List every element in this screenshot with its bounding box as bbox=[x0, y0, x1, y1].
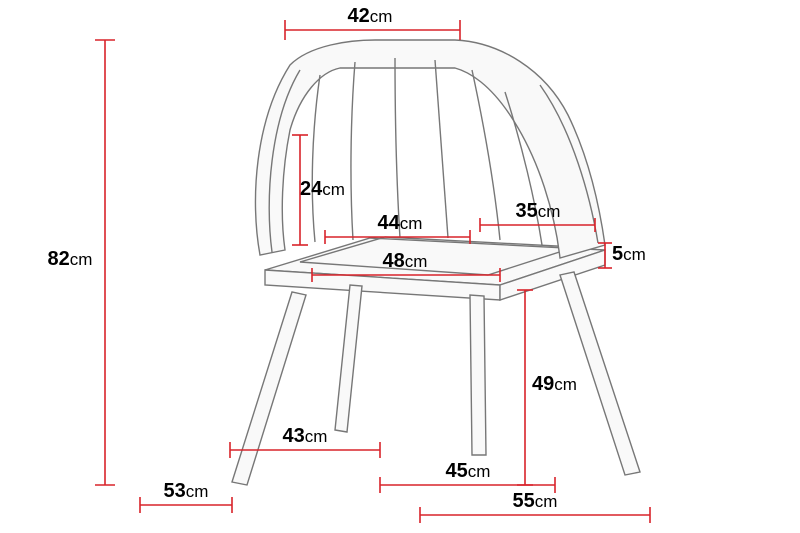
dim-depth_overall: 53cm bbox=[140, 480, 232, 513]
dim-label-leg_height: 49cm bbox=[532, 373, 577, 395]
dim-label-seat_inner_depth: 44cm bbox=[378, 212, 423, 234]
dim-leg_height: 49cm bbox=[517, 290, 577, 485]
dim-label-depth_overall: 53cm bbox=[164, 480, 209, 502]
dim-label-total_height: 82cm bbox=[48, 248, 93, 270]
dim-seat_thickness: 5cm bbox=[598, 243, 646, 268]
dim-label-seat_thickness: 5cm bbox=[612, 243, 646, 265]
dim-top_width: 42cm bbox=[285, 5, 460, 40]
chair-drawing bbox=[232, 40, 640, 485]
dim-total_height: 82cm bbox=[48, 40, 115, 485]
dim-label-top_width: 42cm bbox=[348, 5, 393, 27]
dim-width_overall: 55cm bbox=[420, 490, 650, 523]
dim-label-front_leg_span: 45cm bbox=[446, 460, 491, 482]
dim-label-seat_front_width: 48cm bbox=[383, 250, 428, 272]
dim-label-inner_leg_span: 43cm bbox=[283, 425, 328, 447]
dim-label-arm_depth: 35cm bbox=[516, 200, 561, 222]
dim-label-width_overall: 55cm bbox=[513, 490, 558, 512]
dim-label-backrest_height: 24cm bbox=[300, 178, 345, 200]
chair-dimension-diagram: 82cm 42cm 24cm 44cm 35cm 5cm 48cm 49cm 43cm 45cm 5… bbox=[0, 0, 800, 533]
dim-backrest_height: 24cm bbox=[292, 135, 345, 245]
dim-front_leg_span: 45cm bbox=[380, 460, 555, 493]
